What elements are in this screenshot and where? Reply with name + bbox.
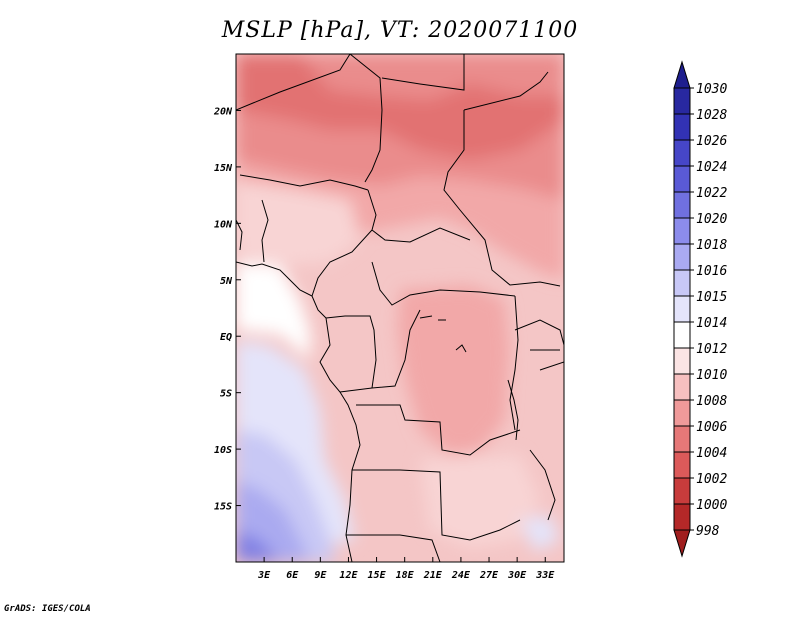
lon-tick-label: 18E (396, 570, 415, 581)
lon-tick-label: 12E (339, 570, 358, 581)
colorbar-box (673, 347, 691, 375)
border-car-south (371, 261, 516, 306)
colorbar-box (673, 243, 691, 271)
colorbar-top-arrow (673, 60, 691, 89)
colorbar-label: 1012 (696, 342, 727, 357)
colorbar-box (673, 295, 691, 323)
longitude-axis: 3E 6E 9E 12E 15E 18E 21E 24E 27E 30E 33E (257, 557, 555, 581)
colorbar-label: 1008 (696, 394, 727, 409)
grads-credit: GrADS: IGES/COLA (4, 604, 91, 614)
border-algeria-niger (236, 54, 351, 111)
border-angola-drc (356, 404, 521, 456)
colorbar-label: 998 (696, 524, 720, 539)
pressure-field (236, 54, 564, 562)
colorbar-box (673, 373, 691, 401)
colorbar-label: 1026 (696, 134, 727, 149)
lon-tick-label: 9E (314, 570, 327, 581)
colorbar-label: 1018 (696, 238, 727, 253)
lon-tick-label: 24E (451, 570, 471, 581)
colorbar-box (673, 321, 691, 349)
border-car-chad (371, 227, 471, 243)
colorbar-box (673, 113, 691, 141)
colorbar-label: 1015 (696, 290, 727, 305)
colorbar-box (673, 139, 691, 167)
colorbar-label: 1024 (696, 160, 727, 175)
field-1012-west (236, 180, 360, 265)
colorbar-label: 1028 (696, 108, 727, 123)
colorbar-box (673, 399, 691, 427)
border-lakes-east (507, 379, 556, 521)
field-1020-atlantic (236, 530, 280, 562)
colorbar-label: 1016 (696, 264, 727, 279)
colorbar-box (673, 451, 691, 479)
colorbar-box (673, 191, 691, 219)
border-libya-chad (381, 54, 465, 91)
colorbar-box (673, 477, 691, 505)
lat-tick-label: 20N (213, 106, 233, 117)
lat-tick-label: 15S (214, 502, 232, 513)
lat-tick-label: 10S (214, 445, 232, 456)
lat-tick-label: 5N (220, 276, 233, 287)
colorbar-label: 1002 (696, 472, 727, 487)
border-niger-nigeria (239, 174, 369, 191)
colorbar-label: 1010 (696, 368, 727, 383)
colorbar-label: 1020 (696, 212, 727, 227)
colorbar: 1030 1028 1026 1024 1022 1020 1018 1016 1015 1014… (673, 60, 727, 558)
colorbar-label: 1030 (696, 82, 727, 97)
field-1014-guinea (236, 262, 310, 360)
lon-tick-label: 21E (423, 570, 443, 581)
map-frame (235, 53, 565, 563)
colorbar-box (673, 503, 691, 531)
lon-tick-label: 27E (479, 570, 499, 581)
lat-tick-label: 15N (214, 163, 233, 174)
country-borders (236, 54, 564, 562)
latitude-axis: 20N 15N 10N 5N EQ 5S 10S 15S (213, 106, 241, 513)
border-benin-togo (236, 199, 269, 263)
border-gabon-congo (325, 315, 377, 389)
lat-tick-label: EQ (220, 332, 232, 343)
lon-tick-label: 3E (257, 570, 271, 581)
border-namibia (346, 534, 441, 562)
colorbar-label: 1004 (696, 446, 727, 461)
colorbar-box (673, 165, 691, 193)
lat-tick-label: 10N (214, 219, 233, 230)
lon-tick-label: 30E (507, 570, 527, 581)
lon-tick-label: 15E (368, 570, 387, 581)
map-title: MSLP [hPa], VT: 2020071100 (221, 18, 579, 43)
border-lake-victoria (530, 349, 564, 371)
border-congo-drc (339, 309, 421, 393)
lon-tick-label: 33E (535, 570, 555, 581)
colorbar-box (673, 87, 691, 115)
colorbar-label: 1000 (696, 498, 727, 513)
field-1015-lake (520, 515, 560, 552)
border-angola-zambia (352, 469, 521, 541)
field-1006-sahara (236, 54, 564, 160)
border-nigeria-cameroon (311, 189, 377, 297)
field-1010-congo (398, 285, 510, 455)
colorbar-box (673, 217, 691, 245)
border-sudan-egypt (463, 71, 549, 111)
lat-tick-label: 5S (220, 389, 232, 400)
colorbar-label: 1014 (696, 316, 727, 331)
colorbar-label: 1022 (696, 186, 727, 201)
border-drc-east (509, 295, 519, 431)
colorbar-label: 1006 (696, 420, 727, 435)
colorbar-bottom-arrow (673, 529, 691, 558)
border-chad-sudan (443, 110, 561, 287)
border-niger-libya-chad (349, 54, 383, 183)
colorbar-box (673, 425, 691, 453)
colorbar-box (673, 269, 691, 297)
coastline (236, 261, 361, 562)
border-uganda (514, 319, 564, 346)
lon-tick-label: 6E (286, 570, 299, 581)
lakes-congo (419, 315, 467, 353)
